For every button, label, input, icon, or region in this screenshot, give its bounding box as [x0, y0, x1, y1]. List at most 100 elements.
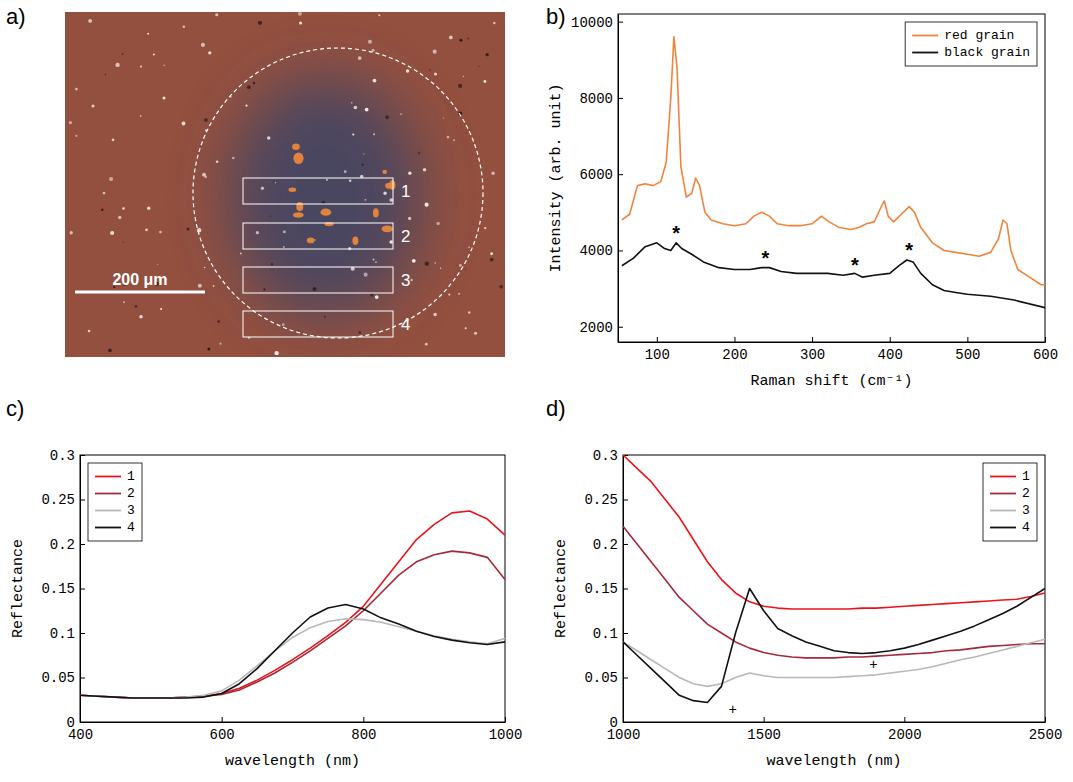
grain-speck [365, 108, 369, 112]
legend-swatch [912, 52, 938, 54]
red-grain [352, 237, 358, 245]
grain-speck [351, 102, 353, 104]
y-tick-label: 0.05 [41, 670, 75, 686]
grain-speck [298, 12, 302, 16]
x-tick-mark [363, 717, 364, 722]
x-axis: 1000150020002500 [607, 717, 1063, 743]
red-grain [307, 238, 315, 244]
micrograph: 1234200 μm [65, 12, 505, 357]
plot-area [622, 37, 1045, 308]
region-label: 2 [401, 227, 410, 246]
grain-speck [70, 231, 73, 234]
series-line [623, 589, 1045, 703]
y-tick: 6000 [579, 167, 623, 183]
scale-bar-label: 200 μm [112, 271, 167, 288]
grain-speck [375, 261, 377, 263]
legend-label: 4 [127, 520, 135, 535]
grain-speck [109, 177, 113, 181]
legend-swatch [990, 527, 1016, 529]
grain-speck [217, 320, 219, 322]
y-tick-label: 0.25 [41, 492, 75, 508]
y-tick-mark [80, 544, 85, 545]
plot-frame [618, 14, 1045, 342]
grain-speck [182, 122, 186, 126]
analysis-spot [193, 48, 483, 338]
annotation: * [851, 254, 859, 276]
y-tick: 0 [67, 715, 85, 731]
y-tick: 0.05 [584, 670, 628, 686]
y-tick-label: 0 [67, 715, 75, 731]
x-tick-label: 500 [955, 347, 980, 363]
grain-speck [408, 217, 411, 220]
grain-speck [412, 259, 416, 263]
y-axis: 00.050.10.150.20.250.3 [41, 448, 85, 731]
grain-speck [261, 187, 264, 190]
x-tick-mark [764, 717, 765, 722]
grain-speck [135, 305, 138, 308]
grain-speck [219, 343, 221, 345]
grain-speck [153, 54, 155, 56]
grain-speck [378, 14, 380, 16]
legend-label: 1 [1022, 469, 1030, 484]
legend-label: 4 [1022, 520, 1030, 535]
figure: 1234200 μma)1002003004005006002000400060… [0, 0, 1073, 782]
grain-speck [423, 168, 427, 172]
grain-speck [313, 287, 317, 291]
y-tick-label: 8000 [579, 91, 613, 107]
red-grain [382, 226, 393, 233]
grain-speck [283, 230, 286, 233]
grain-speck [433, 313, 437, 317]
legend-label: 2 [1022, 486, 1030, 501]
y-tick: 0.1 [593, 626, 628, 642]
x-tick-mark [505, 717, 506, 722]
grain-speck [123, 241, 124, 242]
series-line [622, 37, 1045, 285]
grain-speck [216, 160, 219, 163]
grain-speck [298, 330, 299, 331]
grain-speck [275, 351, 279, 355]
grain-speck [324, 316, 326, 318]
y-tick: 0.15 [584, 581, 628, 597]
y-tick: 0.2 [593, 537, 628, 553]
grain-speck [115, 63, 119, 67]
panel: 400600800100000.050.10.150.20.250.3wavel… [10, 448, 522, 770]
grain-speck [197, 228, 201, 232]
grain-speck [425, 262, 429, 266]
grain-speck [352, 133, 354, 135]
y-tick-mark [623, 500, 628, 501]
legend: 1234 [88, 463, 142, 541]
x-tick-label: 400 [878, 347, 903, 363]
legend-label: 3 [127, 503, 135, 518]
region-box [243, 223, 393, 249]
x-axis-line [619, 342, 1046, 343]
grain-speck [186, 228, 189, 231]
grain-speck [273, 181, 274, 182]
plot-area [80, 511, 505, 698]
grain-speck [490, 258, 494, 262]
legend-swatch [95, 527, 121, 529]
legend-label: black grain [944, 45, 1030, 60]
legend-label: 1 [127, 469, 135, 484]
x-tick-label: 600 [210, 727, 235, 743]
y-tick: 0.1 [50, 626, 85, 642]
region-box [243, 311, 393, 337]
red-grain [292, 143, 300, 149]
y-tick-label: 0.2 [593, 537, 618, 553]
x-tick-mark [1045, 337, 1046, 342]
red-grain [293, 212, 304, 218]
y-tick: 4000 [579, 243, 623, 259]
grain-speck [465, 327, 467, 329]
y-tick-label: 0.1 [593, 626, 618, 642]
panel-letter: c) [6, 396, 24, 421]
x-tick-mark [890, 337, 891, 342]
grain-speck [486, 53, 489, 56]
region-label: 1 [401, 182, 410, 201]
legend: 1234 [983, 463, 1037, 541]
y-tick: 0.3 [593, 448, 628, 464]
legend-box [983, 463, 1037, 541]
grain-speck [213, 285, 215, 287]
panel: 100200300400500600200040006000800010000R… [548, 14, 1058, 390]
y-tick-mark [80, 500, 85, 501]
grain-speck [433, 50, 437, 54]
grain-speck [232, 157, 235, 160]
